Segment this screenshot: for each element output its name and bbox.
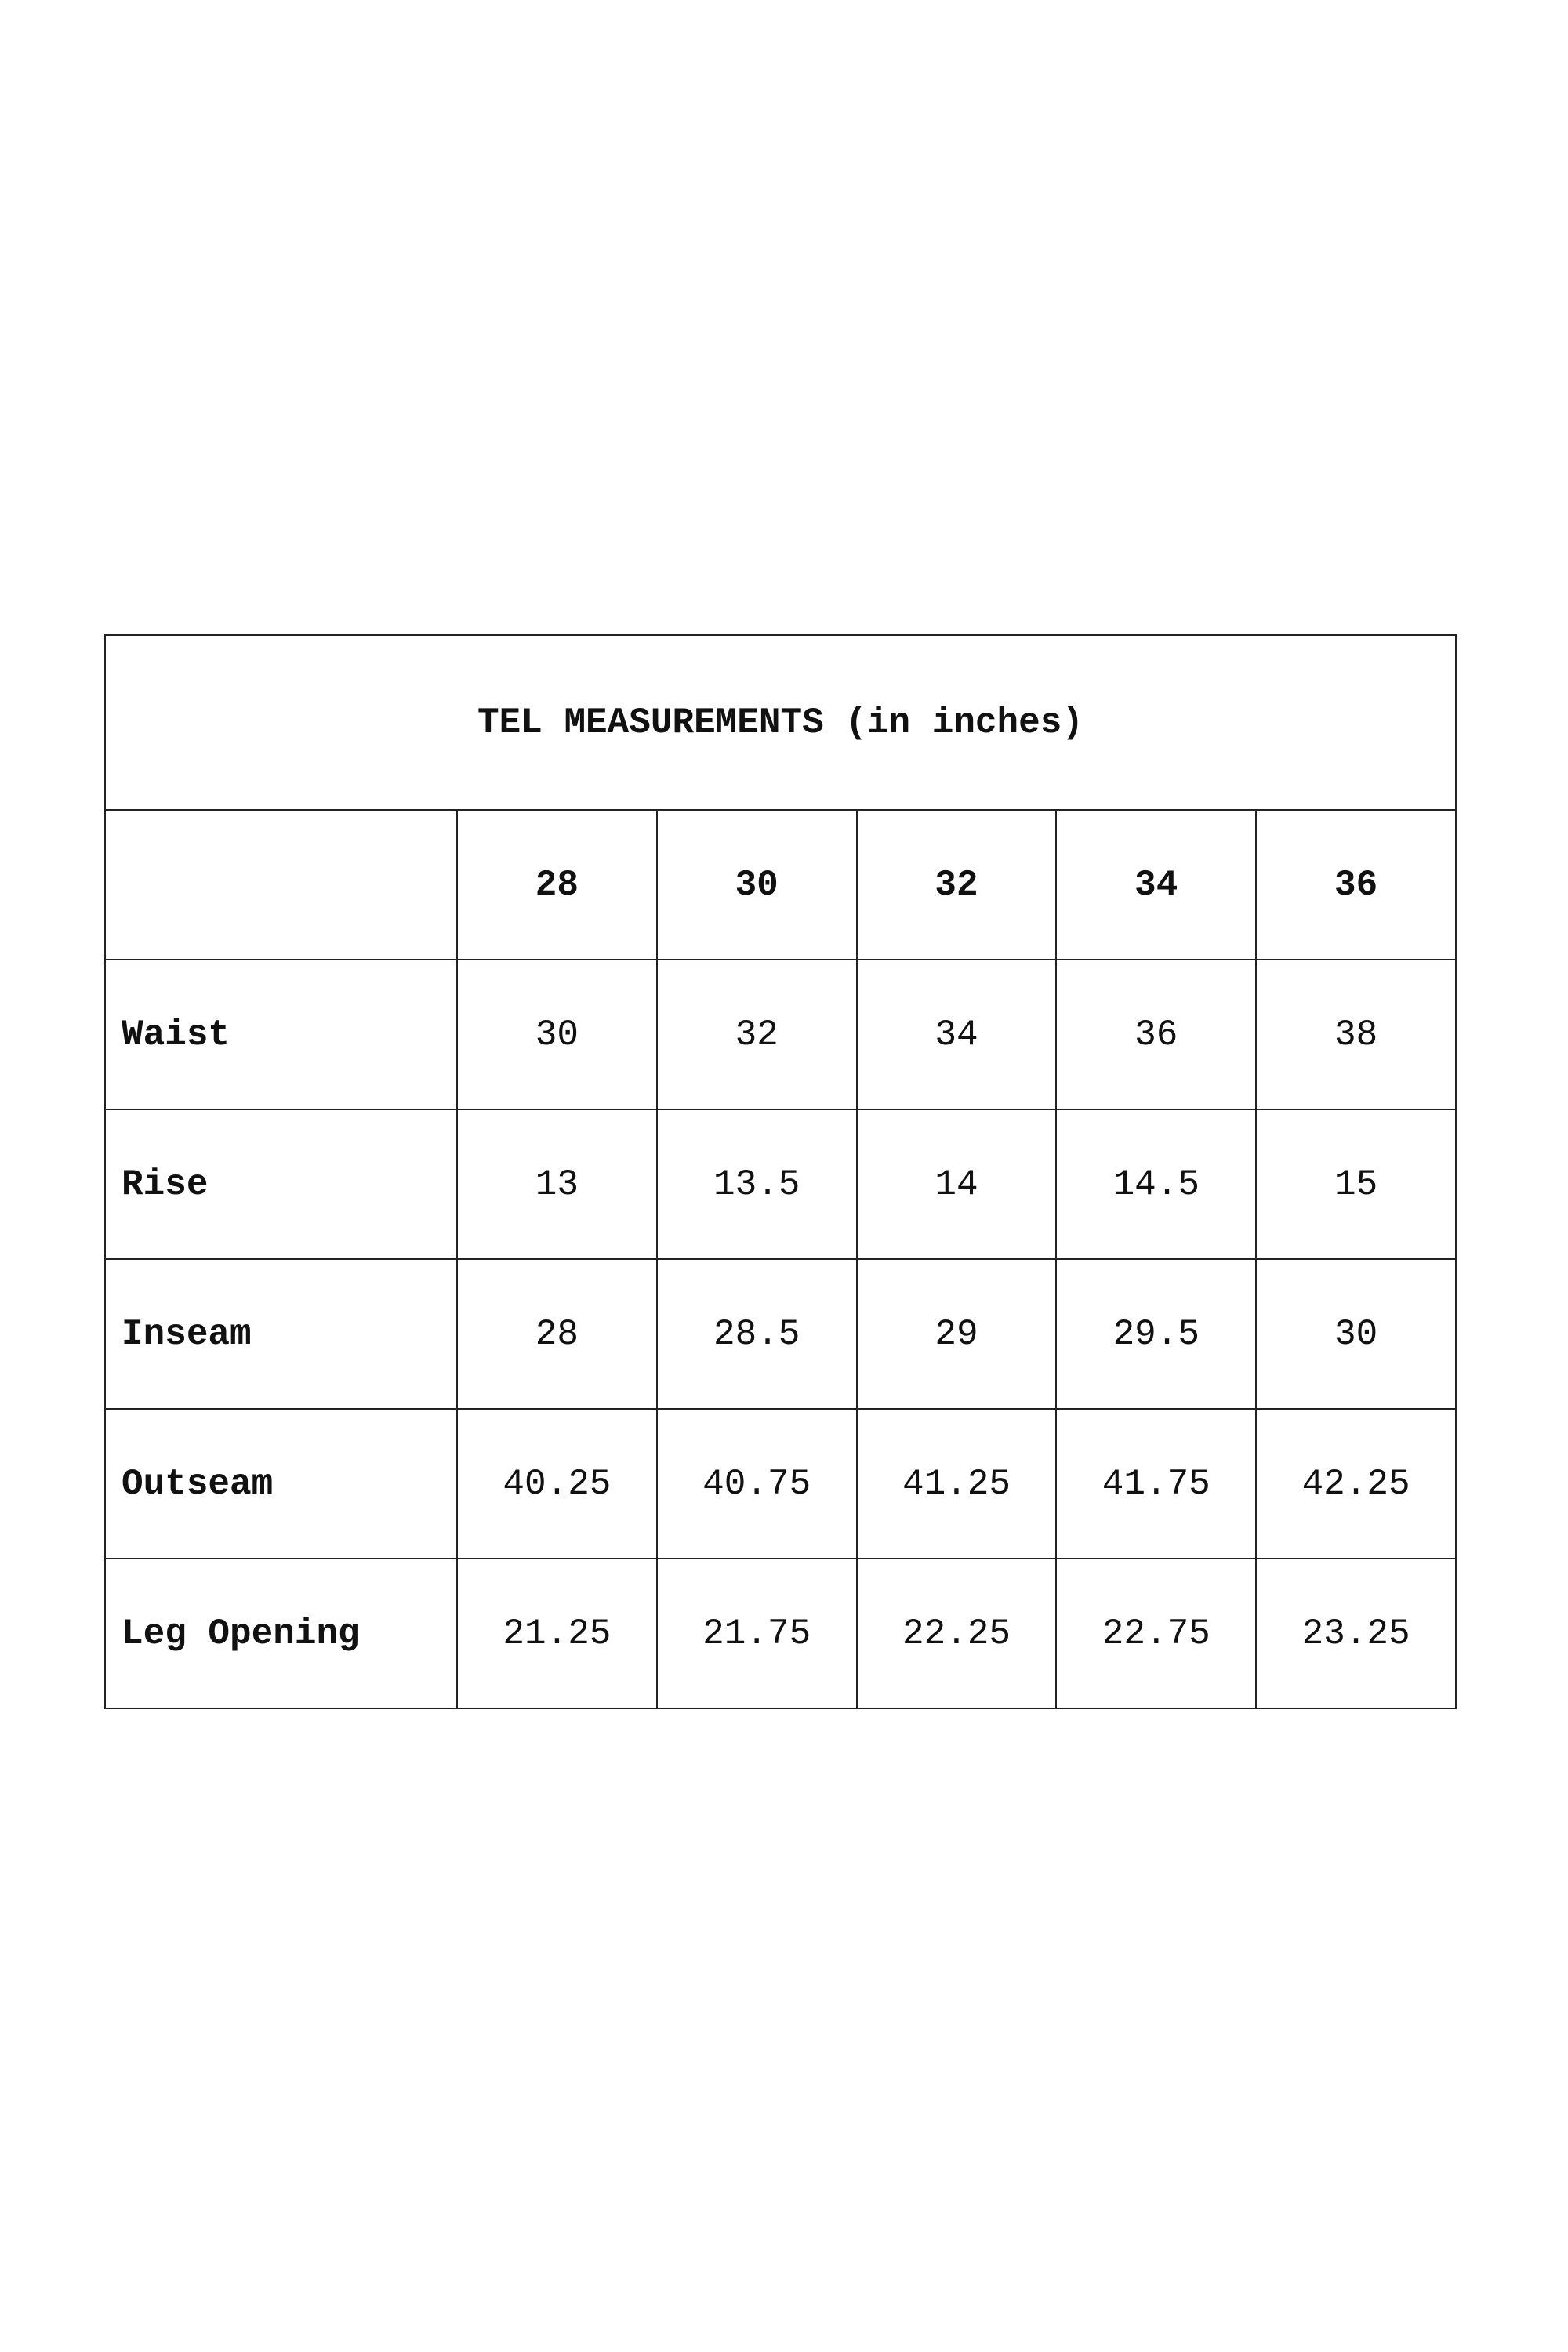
size-header-36: 36 xyxy=(1255,809,1457,960)
measurement-cell: 22.75 xyxy=(1055,1558,1258,1709)
measurement-cell: 40.25 xyxy=(456,1408,658,1559)
measurement-cell: 36 xyxy=(1055,959,1258,1110)
table-title: TEL MEASUREMENTS (in inches) xyxy=(104,634,1457,811)
size-header-30: 30 xyxy=(655,809,858,960)
size-header-34: 34 xyxy=(1055,809,1258,960)
measurement-cell: 32 xyxy=(655,959,858,1110)
table-row: Rise 13 13.5 14 14.5 15 xyxy=(104,1109,1457,1260)
size-header-28: 28 xyxy=(456,809,658,960)
measurement-cell: 30 xyxy=(1255,1258,1457,1410)
measurement-cell: 38 xyxy=(1255,959,1457,1110)
table-row: Inseam 28 28.5 29 29.5 30 xyxy=(104,1258,1457,1410)
measurement-cell: 41.75 xyxy=(1055,1408,1258,1559)
header-corner-cell xyxy=(104,809,458,960)
measurement-cell: 41.25 xyxy=(855,1408,1058,1559)
measurement-cell: 21.25 xyxy=(456,1558,658,1709)
measurement-cell: 13 xyxy=(456,1109,658,1260)
row-label: Inseam xyxy=(104,1258,458,1410)
row-label: Leg Opening xyxy=(104,1558,458,1709)
measurement-cell: 21.75 xyxy=(655,1558,858,1709)
title-row: TEL MEASUREMENTS (in inches) xyxy=(104,634,1457,811)
measurement-cell: 29 xyxy=(855,1258,1058,1410)
measurement-cell: 23.25 xyxy=(1255,1558,1457,1709)
measurement-cell: 28 xyxy=(456,1258,658,1410)
measurement-cell: 14.5 xyxy=(1055,1109,1258,1260)
size-header-32: 32 xyxy=(855,809,1058,960)
row-label: Outseam xyxy=(104,1408,458,1559)
measurement-cell: 14 xyxy=(855,1109,1058,1260)
measurement-cell: 42.25 xyxy=(1255,1408,1457,1559)
measurement-cell: 30 xyxy=(456,959,658,1110)
measurement-cell: 13.5 xyxy=(655,1109,858,1260)
measurement-cell: 34 xyxy=(855,959,1058,1110)
measurement-cell: 40.75 xyxy=(655,1408,858,1559)
measurements-table: TEL MEASUREMENTS (in inches) 28 30 32 34 36 … xyxy=(104,634,1457,1709)
table-row: Waist 30 32 34 36 38 xyxy=(104,959,1457,1110)
table-row: Outseam 40.25 40.75 41.25 41.75 42.25 xyxy=(104,1408,1457,1559)
row-label: Rise xyxy=(104,1109,458,1260)
header-row: 28 30 32 34 36 xyxy=(104,809,1457,960)
measurement-cell: 29.5 xyxy=(1055,1258,1258,1410)
table-row: Leg Opening 21.25 21.75 22.25 22.75 23.25 xyxy=(104,1558,1457,1709)
measurement-cell: 15 xyxy=(1255,1109,1457,1260)
measurement-cell: 28.5 xyxy=(655,1258,858,1410)
row-label: Waist xyxy=(104,959,458,1110)
measurement-cell: 22.25 xyxy=(855,1558,1058,1709)
